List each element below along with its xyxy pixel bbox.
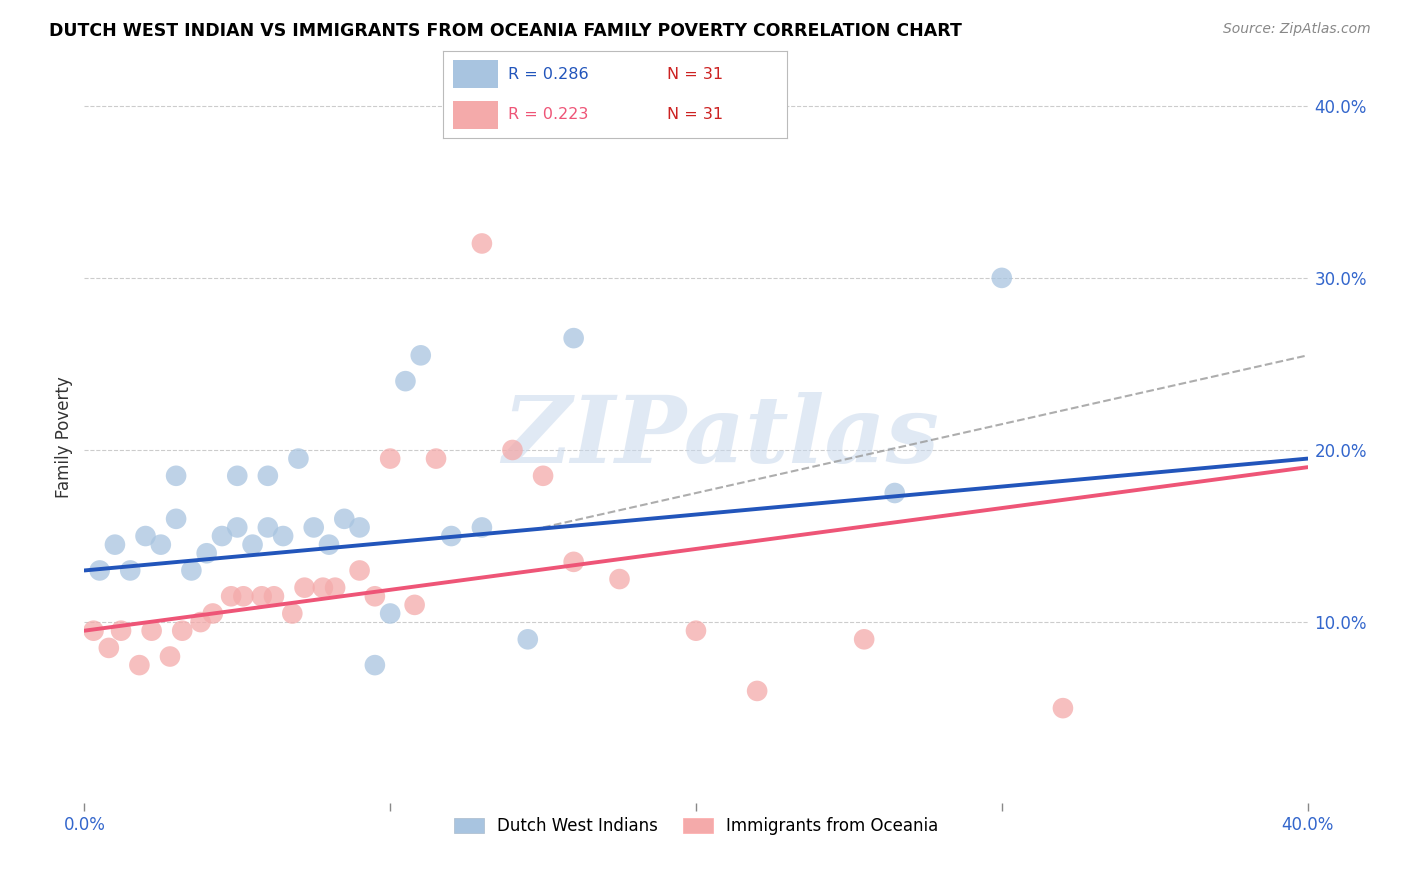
Point xyxy=(302,520,325,534)
Point xyxy=(195,546,218,560)
Point xyxy=(409,348,432,362)
Point xyxy=(991,271,1014,285)
Text: N = 31: N = 31 xyxy=(666,67,723,82)
Point xyxy=(128,658,150,673)
Point xyxy=(318,538,340,552)
Point xyxy=(471,236,494,251)
Point xyxy=(219,589,242,603)
Point xyxy=(232,589,254,603)
Point xyxy=(380,451,402,466)
Point xyxy=(312,581,335,595)
Point xyxy=(172,624,194,638)
Point xyxy=(502,442,524,457)
Point xyxy=(180,564,202,578)
Point xyxy=(97,640,120,655)
FancyBboxPatch shape xyxy=(453,101,498,128)
Text: R = 0.223: R = 0.223 xyxy=(509,107,589,122)
Point xyxy=(853,632,876,647)
Point xyxy=(263,589,285,603)
Point xyxy=(242,538,264,552)
Point xyxy=(364,589,387,603)
Point xyxy=(281,607,304,621)
Point xyxy=(1052,701,1074,715)
Point xyxy=(190,615,212,629)
Point xyxy=(349,520,371,534)
Point xyxy=(149,538,172,552)
Point xyxy=(257,520,280,534)
Point xyxy=(104,538,127,552)
Text: R = 0.286: R = 0.286 xyxy=(509,67,589,82)
Point xyxy=(471,520,494,534)
Text: Source: ZipAtlas.com: Source: ZipAtlas.com xyxy=(1223,22,1371,37)
Point xyxy=(349,564,371,578)
Point xyxy=(323,581,346,595)
Point xyxy=(83,624,105,638)
Point xyxy=(89,564,111,578)
Point xyxy=(380,607,402,621)
Point xyxy=(201,607,224,621)
Point xyxy=(440,529,463,543)
Point xyxy=(159,649,181,664)
Point xyxy=(250,589,273,603)
Point xyxy=(294,581,316,595)
Point xyxy=(226,468,249,483)
Point xyxy=(333,512,356,526)
Point xyxy=(562,555,585,569)
Point xyxy=(271,529,294,543)
Point xyxy=(562,331,585,345)
Point xyxy=(141,624,163,638)
FancyBboxPatch shape xyxy=(453,61,498,88)
Text: ZIPatlas: ZIPatlas xyxy=(502,392,939,482)
Text: DUTCH WEST INDIAN VS IMMIGRANTS FROM OCEANIA FAMILY POVERTY CORRELATION CHART: DUTCH WEST INDIAN VS IMMIGRANTS FROM OCE… xyxy=(49,22,962,40)
Text: N = 31: N = 31 xyxy=(666,107,723,122)
Y-axis label: Family Poverty: Family Poverty xyxy=(55,376,73,498)
Point xyxy=(165,468,187,483)
Point xyxy=(211,529,233,543)
Point xyxy=(165,512,187,526)
Point xyxy=(394,374,416,388)
Point xyxy=(531,468,554,483)
Point xyxy=(287,451,309,466)
Point xyxy=(747,684,769,698)
Point xyxy=(120,564,142,578)
Point xyxy=(404,598,426,612)
Point xyxy=(110,624,132,638)
Legend: Dutch West Indians, Immigrants from Oceania: Dutch West Indians, Immigrants from Ocea… xyxy=(447,811,945,842)
Point xyxy=(257,468,280,483)
Point xyxy=(609,572,631,586)
Point xyxy=(516,632,538,647)
Point xyxy=(425,451,447,466)
Point xyxy=(226,520,249,534)
Point xyxy=(364,658,387,673)
Point xyxy=(135,529,157,543)
Point xyxy=(883,486,905,500)
Point xyxy=(685,624,707,638)
